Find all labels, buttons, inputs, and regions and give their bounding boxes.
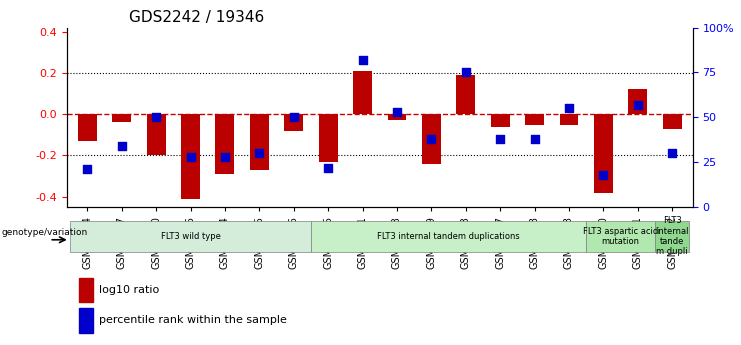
Point — [288, 115, 299, 120]
Bar — [422, 114, 441, 164]
Text: FLT3 wild type: FLT3 wild type — [161, 232, 221, 241]
Text: log10 ratio: log10 ratio — [99, 285, 160, 295]
Bar — [79, 308, 93, 333]
Text: genotype/variation: genotype/variation — [1, 228, 87, 237]
Point — [425, 136, 437, 141]
Point — [632, 102, 644, 108]
Bar — [586, 221, 655, 252]
Text: FLT3 aspartic acid
mutation: FLT3 aspartic acid mutation — [583, 227, 658, 246]
Point — [494, 136, 506, 141]
Bar — [388, 114, 406, 120]
Bar — [491, 114, 510, 127]
Bar — [250, 114, 269, 170]
Bar — [147, 114, 165, 156]
Point — [82, 167, 93, 172]
Text: percentile rank within the sample: percentile rank within the sample — [99, 315, 288, 325]
Bar — [181, 114, 200, 199]
Bar — [319, 114, 338, 162]
Bar — [559, 114, 579, 125]
Bar — [78, 114, 97, 141]
Point — [253, 150, 265, 156]
Bar — [456, 75, 475, 114]
Bar — [662, 114, 682, 129]
Bar — [628, 89, 647, 114]
Bar — [525, 114, 544, 125]
Bar — [353, 71, 372, 114]
Bar — [655, 221, 689, 252]
Point — [185, 154, 196, 159]
Bar — [70, 221, 311, 252]
Bar — [594, 114, 613, 193]
Bar — [216, 114, 234, 174]
Bar — [79, 278, 93, 302]
Point — [391, 109, 403, 115]
Point — [597, 172, 609, 177]
Point — [116, 143, 127, 149]
Bar — [311, 221, 586, 252]
Point — [460, 70, 472, 75]
Point — [150, 115, 162, 120]
Bar — [113, 114, 131, 122]
Text: GDS2242 / 19346: GDS2242 / 19346 — [129, 10, 265, 25]
Point — [219, 154, 231, 159]
Point — [356, 57, 368, 63]
Point — [322, 165, 334, 170]
Point — [528, 136, 540, 141]
Point — [563, 106, 575, 111]
Point — [666, 150, 678, 156]
Text: FLT3 internal tandem duplications: FLT3 internal tandem duplications — [377, 232, 520, 241]
Text: FLT3
internal
tande
m dupli: FLT3 internal tande m dupli — [656, 216, 688, 256]
Bar — [285, 114, 303, 131]
